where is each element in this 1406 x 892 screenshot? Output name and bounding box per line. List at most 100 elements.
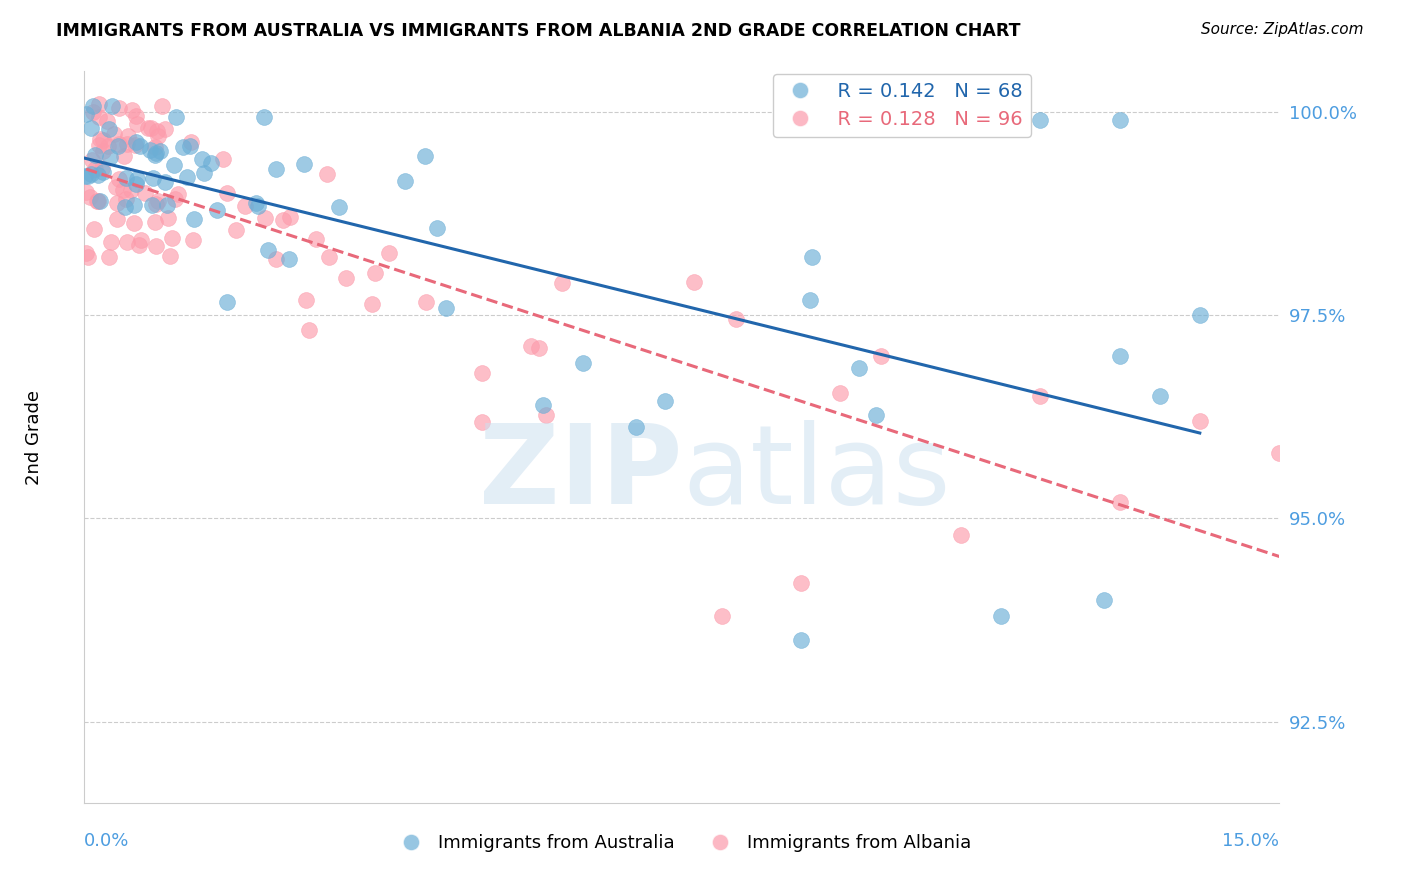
Point <box>125 177 148 191</box>
Point <box>654 393 676 408</box>
Point <box>413 148 436 162</box>
Point <box>990 608 1012 623</box>
Point <box>724 311 747 326</box>
Point <box>82 99 104 113</box>
Point <box>159 249 181 263</box>
Point <box>150 98 173 112</box>
Point <box>364 266 387 280</box>
Point <box>125 136 148 150</box>
Point <box>73 169 96 184</box>
Point <box>121 183 143 197</box>
Point <box>122 198 145 212</box>
Point <box>104 180 127 194</box>
Point <box>156 198 179 212</box>
Point <box>91 161 114 175</box>
Point <box>145 146 167 161</box>
Point <box>115 170 138 185</box>
Point <box>848 361 870 376</box>
Point <box>183 233 205 247</box>
Text: atlas: atlas <box>682 420 950 527</box>
Point <box>534 408 557 422</box>
Point <box>1109 113 1132 128</box>
Point <box>97 139 120 153</box>
Point <box>125 118 148 132</box>
Point <box>145 196 167 211</box>
Point <box>86 168 108 182</box>
Point <box>172 140 194 154</box>
Point <box>176 170 198 185</box>
Point <box>305 232 328 246</box>
Point <box>165 110 187 124</box>
Point <box>160 231 183 245</box>
Point <box>89 97 111 112</box>
Point <box>129 138 152 153</box>
Point <box>378 246 401 260</box>
Point <box>316 167 339 181</box>
Point <box>179 139 201 153</box>
Point <box>830 385 852 400</box>
Point <box>225 223 247 237</box>
Point <box>105 212 128 227</box>
Text: Source: ZipAtlas.com: Source: ZipAtlas.com <box>1201 22 1364 37</box>
Point <box>292 157 315 171</box>
Point <box>165 192 187 206</box>
Point <box>149 144 172 158</box>
Point <box>153 175 176 189</box>
Point <box>84 148 107 162</box>
Point <box>166 187 188 202</box>
Point <box>145 239 167 253</box>
Point <box>76 169 98 183</box>
Point <box>190 153 212 167</box>
Point <box>89 132 111 146</box>
Point <box>426 221 449 235</box>
Point <box>108 171 131 186</box>
Point <box>252 110 274 124</box>
Point <box>112 149 135 163</box>
Point <box>142 170 165 185</box>
Point <box>335 271 357 285</box>
Point <box>471 416 494 430</box>
Point <box>96 113 118 128</box>
Point <box>101 99 124 113</box>
Point <box>146 194 169 209</box>
Point <box>98 250 121 264</box>
Point <box>82 105 104 120</box>
Point <box>710 608 733 623</box>
Point <box>143 214 166 228</box>
Point <box>264 252 287 267</box>
Point <box>799 293 821 308</box>
Point <box>865 408 887 422</box>
Point <box>233 199 256 213</box>
Point <box>127 171 149 186</box>
Point <box>415 295 437 310</box>
Point <box>217 186 239 200</box>
Point <box>87 137 110 152</box>
Point <box>87 194 110 208</box>
Point <box>180 135 202 149</box>
Point <box>143 139 166 153</box>
Point <box>271 213 294 227</box>
Point <box>193 166 215 180</box>
Point <box>870 349 893 363</box>
Point <box>1109 495 1132 509</box>
Point <box>295 293 318 307</box>
Point <box>146 124 169 138</box>
Point <box>107 139 129 153</box>
Point <box>124 138 146 153</box>
Point <box>136 120 159 135</box>
Point <box>86 194 108 208</box>
Point <box>1029 113 1052 128</box>
Point <box>83 161 105 176</box>
Point <box>122 216 145 230</box>
Point <box>129 233 152 247</box>
Point <box>87 110 110 124</box>
Text: 15.0%: 15.0% <box>1222 832 1279 850</box>
Point <box>75 107 97 121</box>
Point <box>256 243 278 257</box>
Point <box>103 127 125 141</box>
Point <box>124 109 146 123</box>
Text: 2nd Grade: 2nd Grade <box>24 390 42 484</box>
Point <box>117 137 139 152</box>
Point <box>278 252 301 267</box>
Point <box>790 576 813 591</box>
